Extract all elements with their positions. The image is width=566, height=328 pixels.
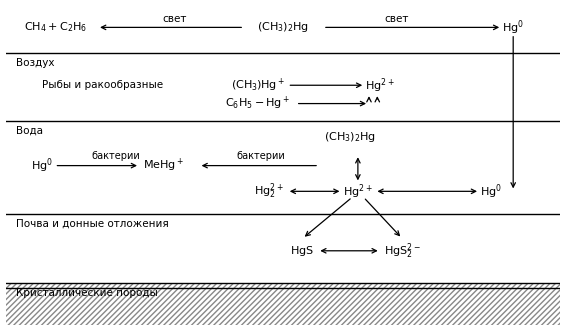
- Text: бактерии: бактерии: [237, 151, 285, 161]
- Text: $\mathrm{Hg_2^{2+}}$: $\mathrm{Hg_2^{2+}}$: [254, 181, 284, 201]
- Text: $\mathrm{MeHg^+}$: $\mathrm{MeHg^+}$: [143, 157, 185, 174]
- Text: $\mathrm{Hg^0}$: $\mathrm{Hg^0}$: [502, 18, 524, 37]
- Text: Рыбы и ракообразные: Рыбы и ракообразные: [42, 80, 164, 90]
- Text: бактерии: бактерии: [91, 151, 140, 161]
- Text: $\mathrm{HgS_2^{2-}}$: $\mathrm{HgS_2^{2-}}$: [384, 241, 421, 260]
- Text: $\mathrm{(CH_3)_2Hg}$: $\mathrm{(CH_3)_2Hg}$: [324, 130, 376, 144]
- Text: Воздух: Воздух: [16, 58, 54, 68]
- Text: $\mathrm{Hg^0}$: $\mathrm{Hg^0}$: [31, 156, 53, 175]
- Text: свет: свет: [162, 14, 187, 24]
- Text: Почва и донные отложения: Почва и донные отложения: [16, 219, 169, 229]
- Text: $\mathrm{CH_4 + C_2H_6}$: $\mathrm{CH_4 + C_2H_6}$: [24, 20, 87, 34]
- Text: $\mathrm{C_6H_5 - Hg^+}$: $\mathrm{C_6H_5 - Hg^+}$: [225, 95, 290, 112]
- Text: свет: свет: [384, 14, 409, 24]
- Text: Вода: Вода: [16, 125, 42, 135]
- Text: Кристаллические породы: Кристаллические породы: [16, 288, 157, 298]
- Text: $\mathrm{Hg^0}$: $\mathrm{Hg^0}$: [480, 182, 502, 201]
- Text: $\mathrm{Hg^{2+}}$: $\mathrm{Hg^{2+}}$: [343, 182, 372, 201]
- Text: $\mathrm{(CH_3)_2Hg}$: $\mathrm{(CH_3)_2Hg}$: [257, 20, 309, 34]
- Text: $\mathrm{Hg^{2+}}$: $\mathrm{Hg^{2+}}$: [365, 76, 395, 94]
- Text: $\mathrm{HgS}$: $\mathrm{HgS}$: [290, 244, 314, 258]
- Bar: [6, 283, 560, 325]
- Text: $\mathrm{(CH_3)Hg^+}$: $\mathrm{(CH_3)Hg^+}$: [231, 77, 285, 94]
